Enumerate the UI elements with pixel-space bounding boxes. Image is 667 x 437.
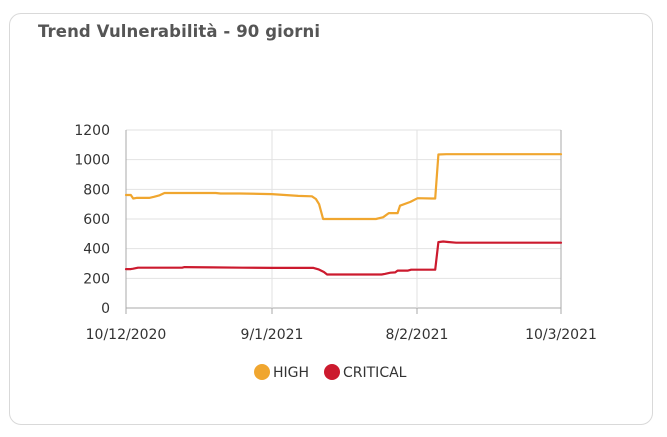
x-tick-label: 10/12/2020 [86, 327, 167, 343]
series-lines [124, 153, 563, 276]
y-tick-label: 800 [83, 182, 110, 198]
y-axis-ticks: 0 200 400 600 800 1000 1200 [74, 123, 110, 317]
legend-marker-high [254, 364, 270, 380]
legend-label-critical: CRITICAL [343, 365, 407, 381]
y-tick-label: 1200 [74, 123, 110, 139]
x-axis-ticks: 10/12/2020 9/1/2021 8/2/2021 10/3/2021 [86, 327, 597, 343]
y-tick-label: 200 [83, 271, 110, 287]
x-tick-label: 10/3/2021 [525, 327, 597, 343]
legend-label-high: HIGH [273, 365, 309, 381]
y-tick-label: 1000 [74, 153, 110, 169]
y-tick-label: 600 [83, 212, 110, 228]
chart-grid [125, 129, 562, 314]
x-tick-label: 8/2/2021 [386, 327, 449, 343]
legend-marker-critical [324, 364, 340, 380]
x-tick-label: 9/1/2021 [241, 327, 304, 343]
chart-title: Trend Vulnerabilità - 90 giorni [38, 22, 321, 41]
y-tick-label: 0 [101, 301, 110, 317]
y-tick-label: 400 [83, 242, 110, 258]
series-line-critical [124, 240, 563, 276]
chart-legend: HIGH CRITICAL [254, 364, 407, 381]
series-line-high [124, 153, 563, 221]
